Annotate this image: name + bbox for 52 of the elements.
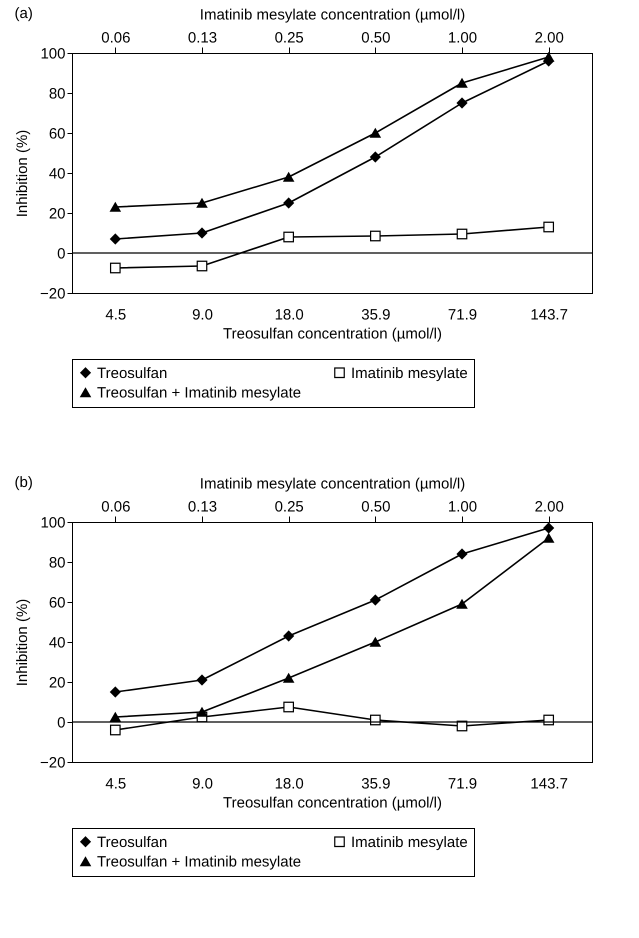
- legend-label: Imatinib mesylate: [351, 834, 468, 851]
- x2-tick-label: 0.06: [101, 30, 130, 46]
- y-tick-label: 80: [48, 86, 66, 102]
- x-tick-label: 35.9: [361, 306, 390, 324]
- legend-label: Treosulfan: [97, 834, 168, 851]
- x-tick-label: 4.5: [105, 776, 126, 792]
- x-tick-label: 9.0: [192, 776, 213, 792]
- x-tick-label: 9.0: [192, 306, 213, 324]
- y-tick-label: 100: [40, 514, 66, 532]
- y-tick-label: 0: [57, 246, 66, 262]
- x-tick-label: 18.0: [274, 306, 304, 324]
- chart-title: (b): [14, 474, 33, 491]
- x2-tick-label: 0.25: [274, 30, 304, 46]
- legend-label: Imatinib mesylate: [351, 364, 468, 382]
- y-tick-label: 40: [48, 634, 66, 652]
- y-tick-label: 60: [48, 126, 66, 142]
- legend-label: Treosulfan + Imatinib mesylate: [97, 384, 302, 402]
- x2-tick-label: 0.13: [188, 498, 218, 516]
- x2-tick-label: 2.00: [534, 30, 564, 46]
- x-tick-label: 4.5: [105, 306, 126, 324]
- y-tick-label: 20: [48, 206, 66, 222]
- y-tick-label: 100: [40, 46, 66, 62]
- x-tick-label: 35.9: [361, 776, 390, 792]
- legend-label: Treosulfan: [97, 364, 168, 382]
- y-tick-label: 80: [48, 554, 66, 572]
- y-tick-label: 20: [48, 674, 66, 692]
- x2-tick-label: 0.50: [361, 498, 390, 516]
- y-tick-label: 60: [48, 594, 66, 612]
- x2-tick-label: 0.25: [274, 498, 304, 516]
- x2-tick-label: 1.00: [448, 498, 478, 516]
- x-axis-title: Treosulfan concentration (µmol/l): [222, 794, 442, 812]
- y-axis-title: Inhibition (%): [14, 130, 32, 218]
- x-tick-label: 71.9: [448, 306, 478, 324]
- x2-axis-title: Imatinib mesylate concentration (µmol/l): [200, 476, 466, 492]
- y-tick-label: −20: [40, 286, 66, 302]
- x-tick-label: 71.9: [448, 776, 478, 792]
- x2-tick-label: 0.13: [188, 30, 218, 46]
- y-axis-title: Inhibition (%): [14, 598, 32, 686]
- x2-axis-title: Imatinib mesylate concentration (µmol/l): [200, 6, 466, 24]
- x-axis-title: Treosulfan concentration (µmol/l): [222, 326, 442, 342]
- chart-title: (a): [14, 5, 33, 22]
- x2-tick-label: 1.00: [448, 30, 478, 46]
- legend-label: Treosulfan + Imatinib mesylate: [97, 854, 302, 870]
- x-tick-label: 143.7: [530, 776, 568, 792]
- y-tick-label: 0: [57, 714, 66, 732]
- x-tick-label: 143.7: [530, 306, 568, 324]
- x2-tick-label: 0.50: [361, 30, 390, 46]
- y-tick-label: 40: [48, 166, 66, 182]
- x2-tick-label: 0.06: [101, 498, 130, 516]
- x-tick-label: 18.0: [274, 776, 304, 792]
- x2-tick-label: 2.00: [534, 498, 564, 516]
- y-tick-label: −20: [40, 754, 66, 772]
